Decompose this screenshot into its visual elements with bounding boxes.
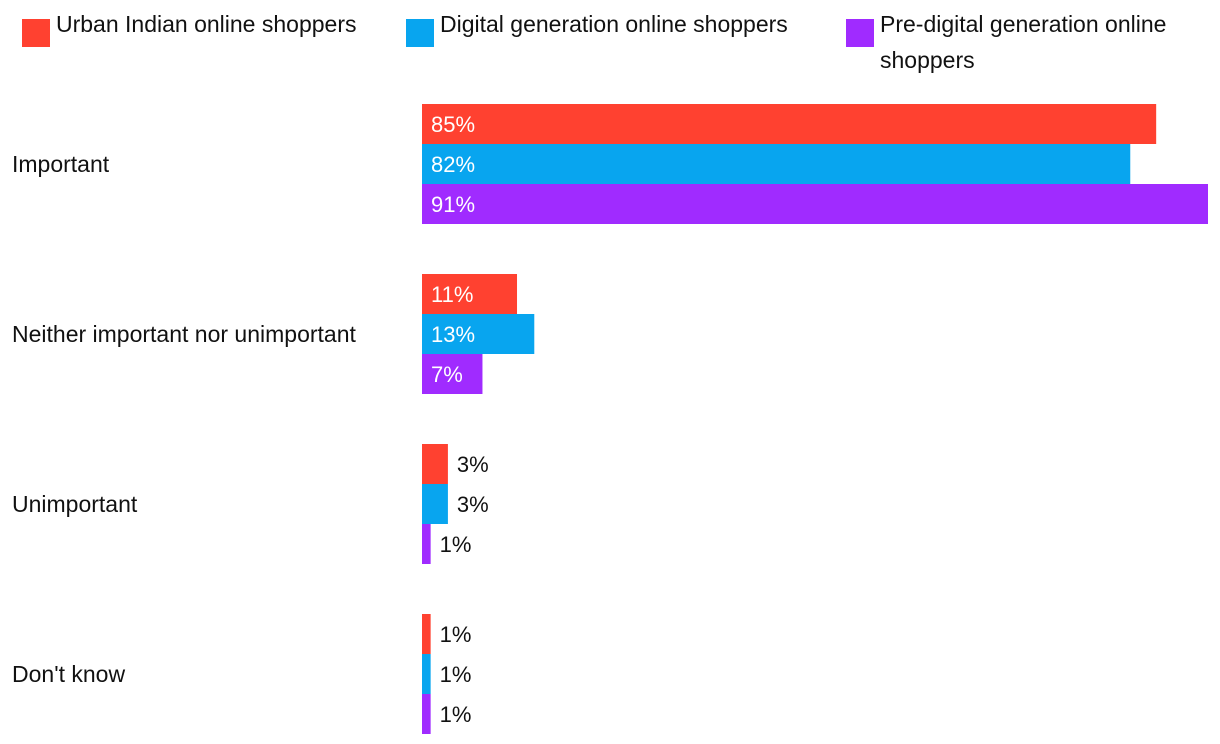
bar-neither-important-nor-unimportant-series-2 (422, 354, 483, 394)
value-label-neither-important-nor-unimportant-series-2: 7% (431, 362, 463, 387)
value-label-don-t-know-series-0: 1% (440, 622, 472, 647)
value-label-important-series-1: 82% (431, 152, 475, 177)
bar-important-series-0 (422, 104, 1157, 144)
legend-item-digital-generation: Digital generation online shoppers (406, 6, 788, 47)
legend-swatch-pre-digital-generation (846, 19, 874, 47)
value-label-important-series-0: 85% (431, 112, 475, 137)
bar-neither-important-nor-unimportant-series-1 (422, 314, 535, 354)
value-label-unimportant-series-1: 3% (457, 492, 489, 517)
category-label-neither-important-nor-unimportant: Neither important nor unimportant (12, 321, 356, 347)
legend-item-urban-indian: Urban Indian online shoppers (22, 6, 356, 47)
legend-label-urban-indian: Urban Indian online shoppers (56, 11, 357, 37)
category-label-don-t-know: Don't know (12, 661, 125, 687)
legend: Urban Indian online shoppers Digital gen… (0, 0, 1220, 90)
value-label-don-t-know-series-1: 1% (440, 662, 472, 687)
bar-important-series-1 (422, 144, 1131, 184)
legend-label-pre-digital-generation: Pre-digital generation online shoppers (880, 11, 1167, 73)
bar-unimportant-series-1 (422, 484, 448, 524)
legend-swatch-urban-indian (22, 19, 50, 47)
value-label-important-series-2: 91% (431, 192, 475, 217)
category-label-important: Important (12, 151, 110, 177)
legend-label-digital-generation: Digital generation online shoppers (440, 11, 788, 37)
legend-item-pre-digital-generation: Pre-digital generation online shoppers (846, 6, 1220, 78)
value-label-neither-important-nor-unimportant-series-0: 11% (431, 282, 473, 307)
bar-important-series-2 (422, 184, 1208, 224)
bar-don-t-know-series-1 (422, 654, 431, 694)
bar-neither-important-nor-unimportant-series-0 (422, 274, 518, 314)
value-label-unimportant-series-0: 3% (457, 452, 489, 477)
category-label-unimportant: Unimportant (12, 491, 138, 517)
value-label-neither-important-nor-unimportant-series-1: 13% (431, 322, 475, 347)
bar-don-t-know-series-0 (422, 614, 431, 654)
value-label-unimportant-series-2: 1% (440, 532, 472, 557)
bar-unimportant-series-2 (422, 524, 431, 564)
value-label-don-t-know-series-2: 1% (440, 702, 472, 727)
bar-unimportant-series-0 (422, 444, 448, 484)
legend-swatch-digital-generation (406, 19, 434, 47)
bar-don-t-know-series-2 (422, 694, 431, 734)
